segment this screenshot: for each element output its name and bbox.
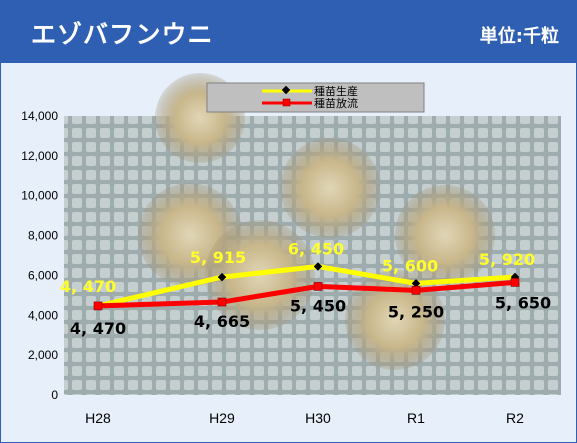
x-axis: H28 H29 H30 R1 R2 [85,410,524,426]
data-point-release [510,278,520,287]
data-label-release: 5, 650 [495,293,551,312]
data-point-release [313,282,323,291]
y-tick-label: 8,000 [28,229,58,243]
plot-background-photo [64,73,561,395]
data-point-release [217,297,227,307]
y-tick-label: 12,000 [21,149,58,163]
x-tick-label: R1 [407,410,425,426]
data-point-release [411,286,421,295]
legend-box [206,82,425,113]
data-point-production [313,262,323,271]
x-tick-label: H28 [85,410,111,426]
x-tick-label: R2 [506,410,524,426]
urchin-5 [345,270,445,370]
data-label-production: 5, 920 [479,250,535,269]
data-point-production [217,272,227,282]
data-label-production: 4, 470 [60,277,116,296]
series-layer [93,262,520,311]
legend-label-production: 種苗生産 [314,84,358,98]
legend-marker-release [282,98,291,107]
legend-label-release: 種苗放流 [314,96,358,110]
y-tick-label: 10,000 [21,189,58,203]
data-point-production [411,279,421,288]
y-tick-label: 4,000 [28,308,58,322]
data-point-release [93,301,103,311]
urchin-3 [395,185,495,285]
data-label-release: 5, 250 [388,302,444,321]
legend-marker-production [281,85,291,95]
page-title: エゾバフンウニ [31,20,214,49]
y-axis: 0 2,000 4,000 6,000 8,000 10,000 12,000 14,000 [21,109,58,402]
x-tick-label: H30 [305,410,331,426]
y-tick-label: 0 [51,388,58,402]
data-label-layer: 4, 470 5, 915 6, 450 5, 600 5, 920 4, 470 4, 6… [60,239,551,337]
data-label-production: 5, 915 [190,248,246,267]
y-tick-label: 14,000 [21,109,58,123]
data-label-production: 6, 450 [288,239,344,258]
data-label-release: 4, 470 [70,319,126,338]
data-label-release: 4, 665 [194,312,250,331]
y-tick-label: 6,000 [28,268,58,282]
urchin-2 [280,138,380,238]
data-label-release: 5, 450 [290,296,346,315]
data-label-production: 5, 600 [382,256,438,275]
header-bar: エゾバフンウニ 単位:千粒 [1,1,576,63]
unit-label: 単位:千粒 [479,26,559,47]
legend: 種苗生産 種苗放流 [206,82,425,113]
x-tick-label: H29 [209,410,235,426]
y-tick-label: 2,000 [28,348,58,362]
